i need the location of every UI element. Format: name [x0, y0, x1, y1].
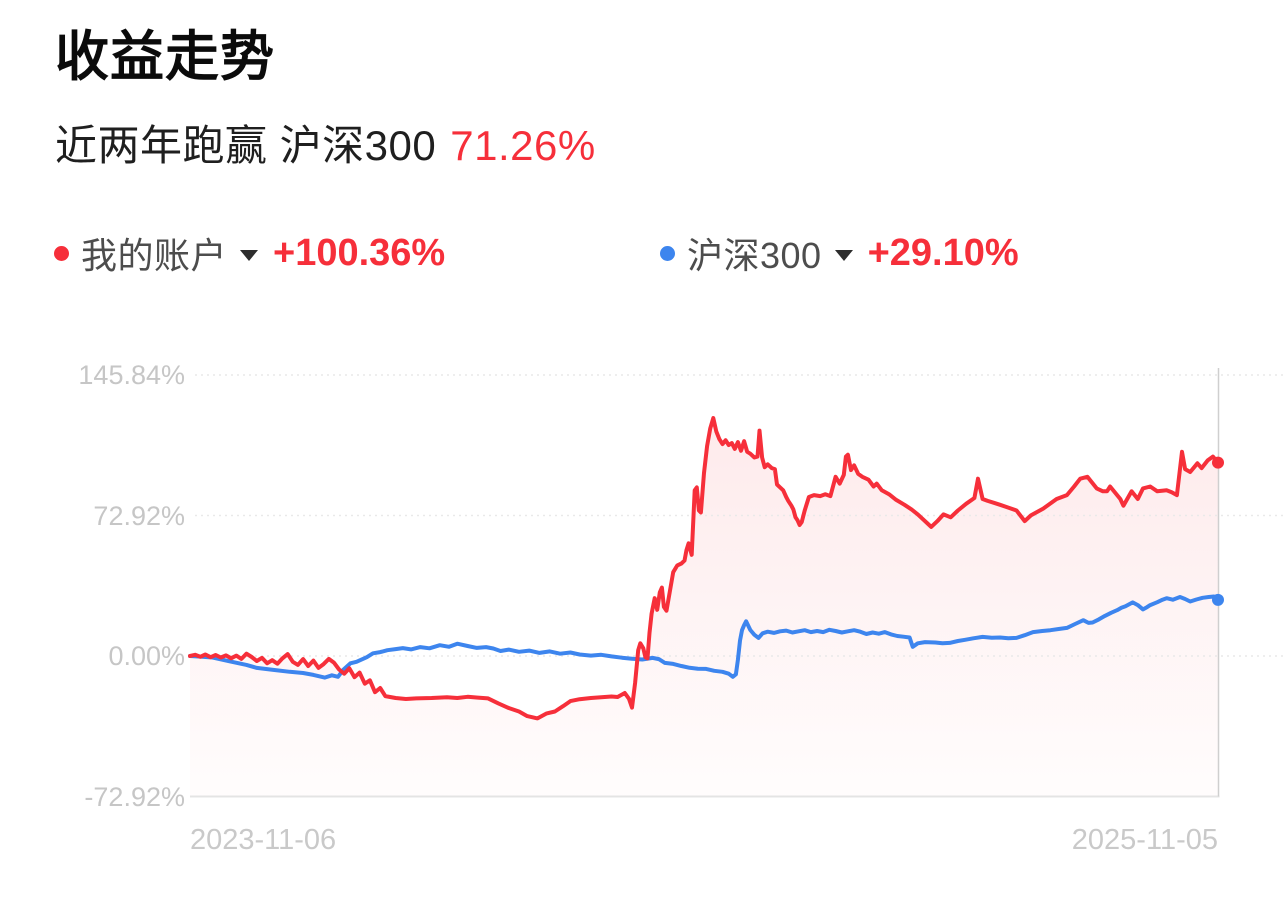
y-tick-0: 0.00%	[108, 641, 185, 671]
my-account-series-dot-icon	[54, 245, 69, 261]
legend-item-my-account[interactable]: 我的账户 +100.36%	[54, 231, 446, 276]
y-tick-neg72: -72.92%	[84, 782, 185, 812]
legend-item-csi300[interactable]: 沪深300 +29.10%	[660, 231, 1019, 276]
y-tick-72: 72.92%	[93, 501, 185, 531]
my-account-label: 我的账户	[81, 235, 228, 276]
csi300-series-dot-icon	[660, 245, 675, 261]
subtitle: 近两年跑赢 沪深300 71.26%	[55, 121, 596, 171]
csi300-return-value: +29.10%	[867, 231, 1019, 274]
chevron-down-icon[interactable]	[834, 249, 853, 261]
x-axis-start-date: 2023-11-06	[190, 824, 337, 856]
chart-plot-area[interactable]	[190, 360, 1218, 797]
y-tick-145: 145.84%	[78, 360, 185, 390]
csi300-label: 沪深300	[687, 235, 822, 276]
chevron-down-icon[interactable]	[240, 249, 259, 261]
my-account-return-value: +100.36%	[273, 231, 446, 274]
subtitle-text: 近两年跑赢 沪深300	[55, 122, 437, 169]
page-title: 收益走势	[55, 27, 275, 87]
subtitle-outperform-value: 71.26%	[450, 122, 596, 169]
x-axis-end-date: 2025-11-05	[1071, 824, 1218, 856]
